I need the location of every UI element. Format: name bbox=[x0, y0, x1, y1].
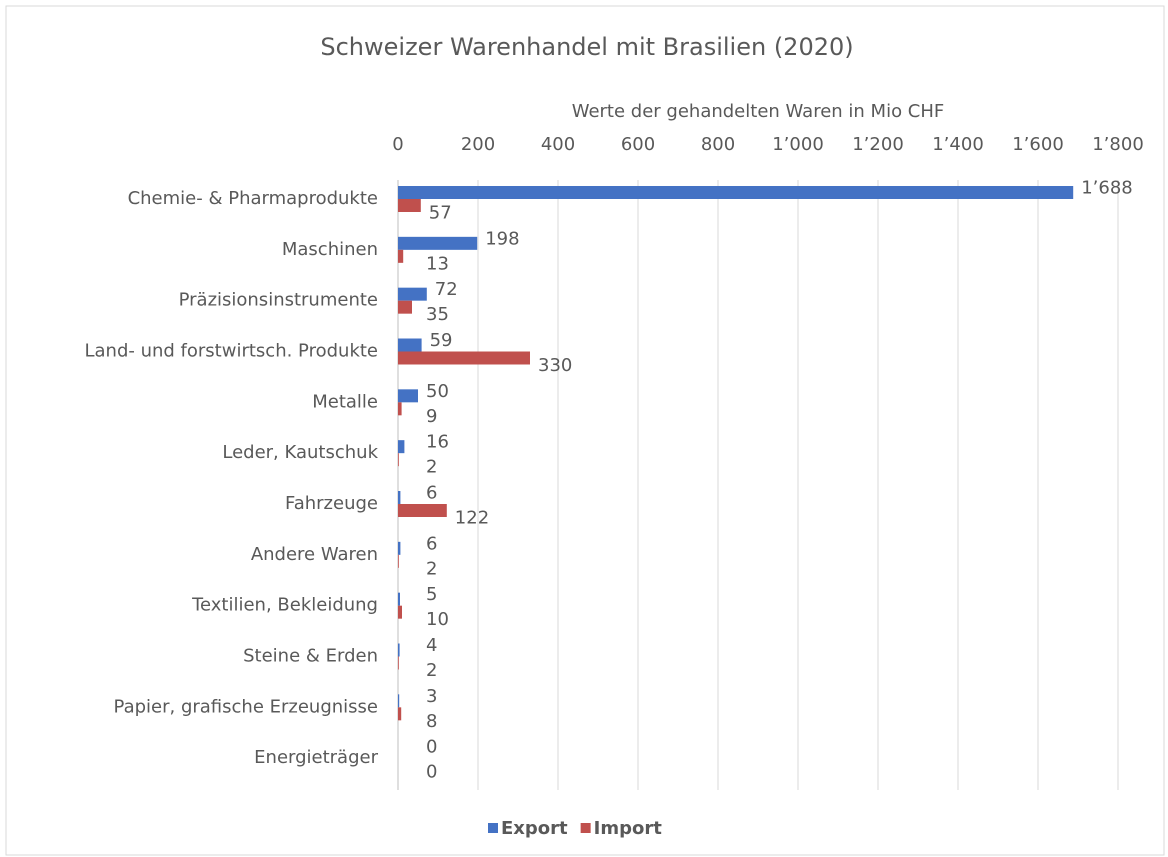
bar bbox=[398, 453, 399, 467]
bar bbox=[398, 541, 401, 555]
data-label: 1’688 bbox=[1081, 178, 1133, 199]
legend-swatch bbox=[488, 823, 498, 833]
bar bbox=[398, 504, 447, 517]
data-label: 0 bbox=[426, 762, 437, 783]
data-label: 35 bbox=[426, 304, 449, 325]
bar bbox=[398, 491, 401, 504]
data-label: 72 bbox=[435, 279, 458, 300]
data-label: 2 bbox=[426, 558, 437, 579]
bar bbox=[398, 656, 399, 670]
bar bbox=[398, 186, 1074, 199]
data-label: 4 bbox=[426, 635, 437, 656]
category-label: Andere Waren bbox=[251, 544, 378, 565]
legend-swatch bbox=[580, 823, 591, 833]
bar bbox=[398, 402, 402, 416]
bar bbox=[398, 287, 427, 301]
data-label: 16 bbox=[426, 432, 449, 453]
legend-label: Import bbox=[594, 818, 663, 839]
bar bbox=[398, 694, 400, 708]
category-label: Fahrzeuge bbox=[285, 493, 378, 514]
chart-title: Schweizer Warenhandel mit Brasilien (202… bbox=[320, 33, 853, 61]
data-label: 122 bbox=[455, 508, 489, 529]
bar bbox=[398, 199, 421, 212]
category-label: Land- und forstwirtsch. Produkte bbox=[84, 341, 378, 362]
category-label: Maschinen bbox=[282, 239, 378, 260]
chart-frame bbox=[5, 5, 1165, 856]
data-label: 10 bbox=[426, 609, 449, 630]
category-label: Chemie- & Pharmaprodukte bbox=[128, 188, 378, 209]
bar bbox=[398, 440, 405, 454]
x-tick-label: 1’600 bbox=[1012, 134, 1064, 155]
data-label: 2 bbox=[426, 660, 437, 681]
x-tick-label: 400 bbox=[541, 134, 575, 155]
bar bbox=[398, 249, 404, 263]
data-label: 50 bbox=[426, 381, 449, 402]
category-label: Präzisionsinstrumente bbox=[179, 290, 378, 311]
category-label: Textilien, Bekleidung bbox=[191, 595, 378, 616]
data-label: 8 bbox=[426, 711, 437, 732]
bar bbox=[398, 236, 478, 250]
x-tick-label: 1’200 bbox=[852, 134, 904, 155]
data-label: 2 bbox=[426, 457, 437, 478]
bar bbox=[398, 300, 412, 314]
bar bbox=[398, 605, 402, 619]
x-tick-label: 800 bbox=[701, 134, 735, 155]
x-tick-label: 0 bbox=[392, 134, 403, 155]
category-label: Metalle bbox=[312, 391, 378, 412]
category-label: Leder, Kautschuk bbox=[222, 442, 378, 463]
data-label: 9 bbox=[426, 406, 437, 427]
bar bbox=[398, 351, 530, 365]
data-label: 3 bbox=[426, 686, 437, 707]
data-label: 5 bbox=[426, 584, 437, 605]
bar bbox=[398, 554, 399, 568]
data-label: 6 bbox=[426, 483, 437, 504]
data-label: 57 bbox=[429, 203, 452, 224]
bar bbox=[398, 643, 400, 657]
x-tick-label: 1’800 bbox=[1092, 134, 1144, 155]
category-label: Energieträger bbox=[254, 747, 378, 768]
data-label: 0 bbox=[426, 737, 437, 758]
legend-label: Export bbox=[501, 818, 568, 839]
data-label: 330 bbox=[538, 355, 572, 376]
x-tick-label: 1’400 bbox=[932, 134, 984, 155]
x-tick-label: 1’000 bbox=[772, 134, 824, 155]
data-label: 198 bbox=[485, 228, 519, 249]
axis-title: Werte der gehandelten Waren in Mio CHF bbox=[572, 101, 945, 122]
x-tick-label: 200 bbox=[461, 134, 495, 155]
data-label: 13 bbox=[426, 253, 449, 274]
bar bbox=[398, 389, 418, 403]
category-label: Papier, grafische Erzeugnisse bbox=[114, 696, 378, 717]
category-label: Steine & Erden bbox=[243, 646, 378, 667]
bar bbox=[398, 592, 400, 606]
data-label: 6 bbox=[426, 533, 437, 554]
bar bbox=[398, 707, 402, 721]
data-label: 59 bbox=[430, 330, 453, 351]
bar bbox=[398, 338, 422, 352]
x-tick-label: 600 bbox=[621, 134, 655, 155]
